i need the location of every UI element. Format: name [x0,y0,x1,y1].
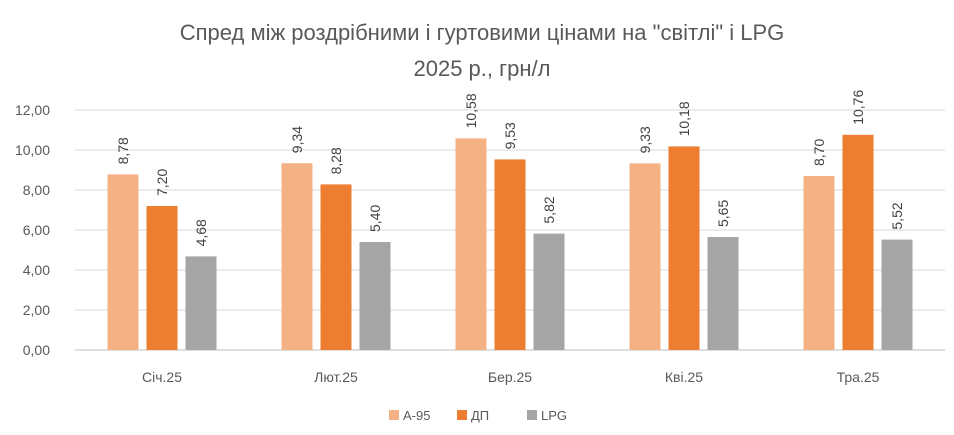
bar-ДП-Кві.25 [668,146,700,350]
chart-title-line-2: 2025 р., грн/л [414,56,551,81]
y-tick-label: 4,00 [23,262,50,278]
y-tick-label: 0,00 [23,342,50,358]
bar-А-95-Січ.25 [107,174,139,350]
bar-ДП-Січ.25 [146,206,178,350]
x-category-label: Січ.25 [142,369,182,385]
data-labels: 8,78 7,20 4,68 9,34 8,28 5,40 10,58 9,53 5,82 9,3… [115,90,905,247]
legend-label: ДП [471,408,489,423]
legend-label: LPG [541,408,567,423]
legend-swatch-ДП [457,410,467,420]
chart-title-line-1: Спред між роздрібними і гуртовими цінами… [180,20,785,45]
legend-label: А-95 [403,408,430,423]
legend-swatch-LPG [527,410,537,420]
y-tick-label: 6,00 [23,222,50,238]
bar-LPG-Кві.25 [707,237,739,350]
bar-А-95-Тра.25 [803,176,835,350]
legend: А-95 ДП LPG [389,408,567,423]
data-label: 8,70 [811,139,827,166]
data-label: 5,65 [715,200,731,227]
data-label: 10,58 [463,93,479,128]
bar-А-95-Лют.25 [281,163,313,350]
bars [107,134,913,350]
bar-ДП-Тра.25 [842,134,874,350]
bar-LPG-Січ.25 [185,256,217,350]
y-tick-label: 12,00 [15,102,50,118]
data-label: 8,28 [328,147,344,174]
data-label: 5,82 [541,196,557,223]
data-label: 5,40 [367,205,383,232]
data-label: 7,20 [154,169,170,196]
x-category-label: Лют.25 [314,369,358,385]
bar-ДП-Лют.25 [320,184,352,350]
data-label: 8,78 [115,137,131,164]
bar-ДП-Бер.25 [494,159,526,350]
legend-swatch-А-95 [389,410,399,420]
data-label: 9,33 [637,126,653,153]
x-category-label: Бер.25 [488,369,532,385]
bar-LPG-Тра.25 [881,239,913,350]
bar-А-95-Бер.25 [455,138,487,350]
data-label: 9,34 [289,126,305,153]
bar-LPG-Лют.25 [359,242,391,350]
y-tick-label: 10,00 [15,142,50,158]
data-label: 5,52 [889,202,905,229]
x-category-label: Тра.25 [837,369,880,385]
y-tick-label: 2,00 [23,302,50,318]
bar-А-95-Кві.25 [629,163,661,350]
x-axis-category-labels: Січ.25 Лют.25 Бер.25 Кві.25 Тра.25 [142,369,880,385]
data-label: 10,76 [850,90,866,125]
bar-LPG-Бер.25 [533,233,565,350]
data-label: 4,68 [193,219,209,246]
y-tick-label: 8,00 [23,182,50,198]
chart-title: Спред між роздрібними і гуртовими цінами… [180,20,785,81]
y-axis-tick-labels: 0,00 2,00 4,00 6,00 8,00 10,00 12,00 [15,102,50,358]
x-category-label: Кві.25 [665,369,703,385]
data-label: 9,53 [502,122,518,149]
data-label: 10,18 [676,101,692,136]
